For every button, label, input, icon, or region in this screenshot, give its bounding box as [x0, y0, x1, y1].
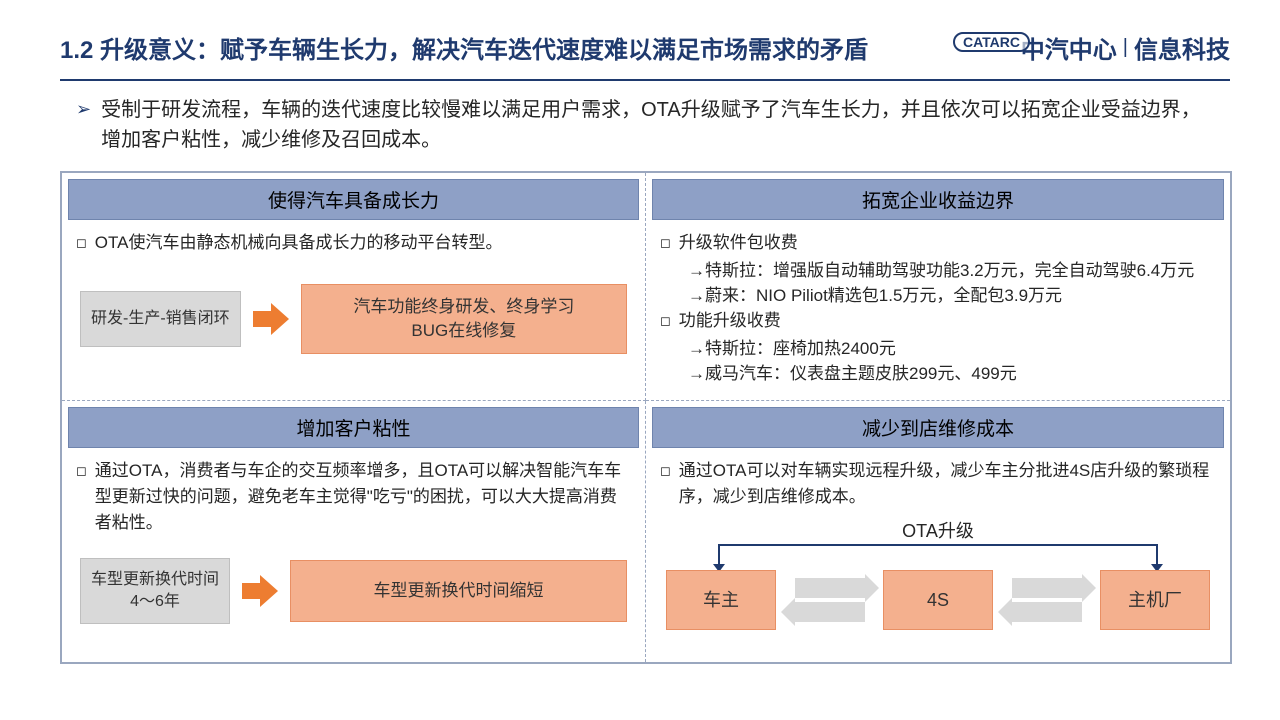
logo-text-2: 信息科技	[1134, 30, 1230, 65]
ota-diagram: OTA升级 车主 4S 主机厂	[660, 518, 1216, 648]
cell-stickiness: 增加客户粘性 ◻ 通过OTA，消费者与车企的交互频率增多，且OTA可以解决智能汽…	[62, 401, 646, 662]
bullet-text: 通过OTA可以对车辆实现远程升级，减少车主分批进4S店升级的繁琐程序，减少到店维…	[679, 458, 1216, 510]
cell-header: 使得汽车具备成长力	[68, 179, 639, 220]
intro-text: 受制于研发流程，车辆的迭代速度比较慢难以满足用户需求，OTA升级赋予了汽车生长力…	[101, 95, 1220, 155]
sub-line: →特斯拉：座椅加热2400元	[660, 336, 1216, 361]
cell-maintenance: 减少到店维修成本 ◻ 通过OTA可以对车辆实现远程升级，减少车主分批进4S店升级…	[646, 401, 1230, 662]
arrow-right-icon	[240, 571, 280, 611]
orange-box: 汽车功能终身研发、终身学习 BUG在线修复	[301, 284, 627, 354]
cell-header: 减少到店维修成本	[652, 407, 1224, 448]
bullet-text: 功能升级收费	[679, 308, 781, 334]
grey-line2: 4～6年	[89, 591, 221, 613]
grey-box: 研发-生产-销售闭环	[80, 291, 241, 347]
connector-line	[718, 544, 1158, 570]
sub-line: →特斯拉：增强版自动辅助驾驶功能3.2万元，完全自动驾驶6.4万元	[660, 258, 1216, 283]
cell-growth: 使得汽车具备成长力 ◻ OTA使汽车由静态机械向具备成长力的移动平台转型。 研发…	[62, 173, 646, 401]
double-arrow-icon	[795, 578, 865, 622]
ota-box-oem: 主机厂	[1100, 570, 1210, 630]
grey-box: 车型更新换代时间 4～6年	[80, 558, 230, 624]
logo-badge: CATARC	[953, 32, 1030, 52]
square-bullet-icon: ◻	[660, 458, 671, 484]
arrow-right-icon	[251, 299, 291, 339]
cell-header: 增加客户粘性	[68, 407, 639, 448]
logo-divider: |	[1123, 36, 1128, 59]
ota-label: OTA升级	[902, 518, 974, 544]
square-bullet-icon: ◻	[660, 230, 671, 256]
ota-box-owner: 车主	[666, 570, 776, 630]
header-divider	[60, 79, 1230, 81]
logo: CATARC 中汽中心 | 信息科技	[1021, 30, 1230, 65]
intro-bullet-icon: ➢	[76, 95, 91, 123]
square-bullet-icon: ◻	[76, 230, 87, 256]
sub-line: →威马汽车：仪表盘主题皮肤299元、499元	[660, 361, 1216, 386]
orange-box: 车型更新换代时间缩短	[290, 560, 627, 622]
orange-line2: BUG在线修复	[318, 319, 610, 343]
double-arrow-icon	[1012, 578, 1082, 622]
square-bullet-icon: ◻	[660, 308, 671, 334]
bullet-text: 通过OTA，消费者与车企的交互频率增多，且OTA可以解决智能汽车车型更新过快的问…	[95, 458, 631, 536]
quadrant-grid: 使得汽车具备成长力 ◻ OTA使汽车由静态机械向具备成长力的移动平台转型。 研发…	[60, 171, 1232, 664]
sub-line: →蔚来：NIO Piliot精选包1.5万元，全配包3.9万元	[660, 283, 1216, 308]
grey-line1: 车型更新换代时间	[89, 569, 221, 591]
ota-box-4s: 4S	[883, 570, 993, 630]
cell-header: 拓宽企业收益边界	[652, 179, 1224, 220]
page-title: 1.2 升级意义：赋予车辆生长力，解决汽车迭代速度难以满足市场需求的矛盾	[60, 30, 868, 65]
bullet-text: OTA使汽车由静态机械向具备成长力的移动平台转型。	[95, 230, 503, 256]
bullet-text: 升级软件包收费	[679, 230, 798, 256]
square-bullet-icon: ◻	[76, 458, 87, 484]
orange-line1: 汽车功能终身研发、终身学习	[318, 295, 610, 319]
logo-text-1: 中汽中心	[1021, 30, 1117, 65]
cell-revenue: 拓宽企业收益边界 ◻ 升级软件包收费 →特斯拉：增强版自动辅助驾驶功能3.2万元…	[646, 173, 1230, 401]
